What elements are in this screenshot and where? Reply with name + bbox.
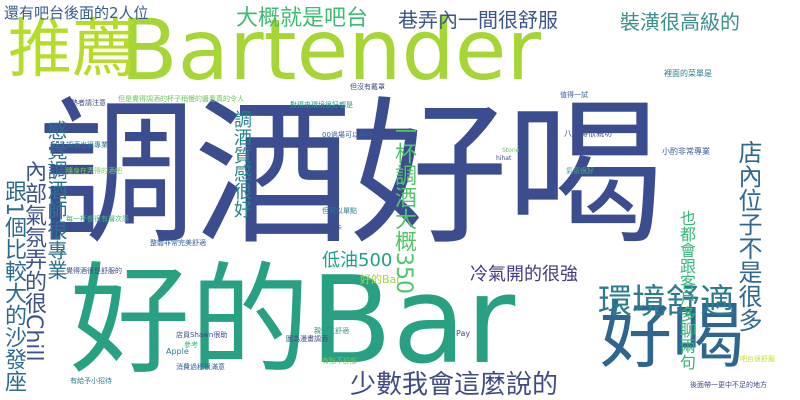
word-cloud-word: 店員Shawn很助 bbox=[176, 331, 228, 339]
word-cloud-word: Stone bbox=[502, 147, 520, 154]
word-cloud-word: 感覺調酒師很專業 bbox=[44, 120, 68, 280]
word-cloud-word: 消費過程很滿意 bbox=[176, 363, 225, 371]
word-cloud-word: 還有吧台後面的2人位 bbox=[4, 4, 149, 22]
word-cloud-word: 有點不舒服 bbox=[322, 357, 357, 365]
word-cloud-word: 但可以單點 bbox=[322, 207, 357, 215]
word-cloud-word: 巷弄內一間很舒服 bbox=[398, 8, 558, 32]
word-cloud-word: 後面帶一更中不足的地方 bbox=[690, 381, 767, 389]
word-cloud-word: 裝潢很高級的 bbox=[620, 10, 740, 34]
word-cloud-word: 店內位子不是很多 bbox=[734, 140, 762, 332]
word-cloud-word: hihat bbox=[496, 155, 512, 162]
word-cloud-word: 怕熱者請注意 bbox=[64, 99, 106, 107]
word-cloud-word: 吧台很舒服 bbox=[740, 355, 775, 363]
word-cloud-word: 好喝 bbox=[600, 294, 745, 378]
word-cloud-word: 小酌非常專業 bbox=[662, 147, 710, 156]
word-cloud-word: 氣氛很好 bbox=[566, 167, 594, 175]
word-cloud-word: 調酒也很專業 bbox=[66, 141, 108, 149]
word-cloud-word: 整體非常完美舒適 bbox=[150, 239, 206, 247]
word-cloud-word: 調酒好喝 bbox=[38, 83, 664, 267]
word-cloud-word: 一杯調酒大概350 bbox=[391, 120, 416, 294]
word-cloud-word: Bartender bbox=[120, 1, 542, 99]
word-cloud-word: 八大得很親切 bbox=[564, 129, 612, 138]
word-cloud-word: 值得一試 bbox=[560, 91, 588, 99]
word-cloud-word: 跟1個比較大的沙發座 bbox=[1, 180, 26, 392]
word-cloud-word: 環境舒適 bbox=[598, 282, 734, 322]
word-cloud-word: 對得來環境很好都是 bbox=[290, 101, 353, 109]
word-cloud-word: 好的Bar bbox=[70, 252, 516, 391]
word-cloud-word: 覺得酒很是舒服的 bbox=[66, 267, 122, 275]
word-cloud-word: 低油500 bbox=[322, 250, 393, 271]
word-cloud-word: Pay bbox=[456, 329, 471, 338]
word-cloud-word: 有收信用卡 bbox=[312, 225, 343, 232]
word-cloud-word: 隨身在弄得的酒吧 bbox=[66, 167, 122, 175]
word-cloud-word: 推薦 bbox=[8, 13, 136, 87]
word-cloud-word: 但是覺得調酒的杯子稍慢的醬看真的令人 bbox=[118, 95, 244, 103]
word-cloud-word: 冷氣開的很強 bbox=[470, 264, 578, 285]
word-cloud-word: 參考 bbox=[184, 341, 198, 349]
word-cloud-word: 圖為漫畫調酒 bbox=[286, 335, 328, 343]
word-cloud-word: 好的Bar bbox=[360, 273, 401, 286]
word-cloud-word: 每一杯都很有層次感 bbox=[66, 215, 129, 223]
word-cloud-word: 也都會跟客戶多聊兩句 bbox=[677, 210, 696, 370]
word-cloud-word: 親切又舒適 bbox=[314, 327, 349, 335]
word-cloud-word: Apple bbox=[166, 347, 189, 356]
word-cloud-word: 有給予小招待 bbox=[70, 377, 112, 385]
word-cloud-word: 內部氣氛弄的很Chill bbox=[21, 160, 46, 362]
word-cloud-word: 00過場可以等待 bbox=[322, 131, 373, 139]
word-cloud-word: 但沒有戴罩 bbox=[350, 83, 385, 91]
word-cloud-word: 調酒質感很好 bbox=[231, 110, 252, 218]
word-cloud-word: 少數我會這麼說的 bbox=[350, 370, 559, 400]
word-cloud-word: 裡面的菜單是 bbox=[664, 69, 712, 78]
word-cloud-word: 大概就是吧台 bbox=[236, 6, 369, 31]
